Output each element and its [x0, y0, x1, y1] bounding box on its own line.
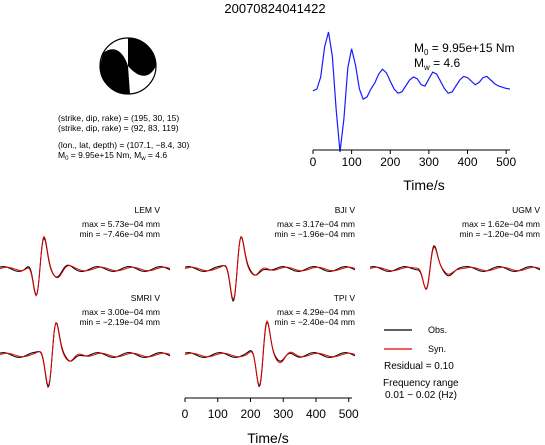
- frequency-range-label: Frequency range: [383, 378, 459, 389]
- event-location: (lon., lat, depth) = (107.1, −8.4, 30): [58, 140, 190, 150]
- station-name: TPI V: [334, 293, 356, 303]
- source-time-function-line: [312, 31, 511, 153]
- legend: Obs. Syn. Residual = 0.10 Frequency rang…: [383, 325, 459, 401]
- mechanism-plane-1: (strike, dip, rake) = (195, 30, 15): [58, 113, 179, 123]
- station-min: min = −7.46e−04 mm: [79, 229, 160, 239]
- synthetic-waveform: [369, 246, 541, 291]
- observed-waveform: [184, 235, 356, 303]
- station-max: max = 3.00e−04 mm: [82, 307, 160, 317]
- observed-waveform: [0, 236, 171, 296]
- station-name: UGM V: [512, 205, 540, 215]
- stf-tick-label: 400: [457, 155, 477, 169]
- stf-x-label: Time/s: [403, 177, 444, 193]
- wave-tick-label: 100: [208, 407, 228, 421]
- synthetic-waveform: [0, 235, 171, 297]
- station-name: BJI V: [335, 205, 356, 215]
- wave-tick-label: 300: [273, 407, 293, 421]
- station-min: min = −1.96e−04 mm: [274, 229, 355, 239]
- frequency-range-value: 0.01 − 0.02 (Hz): [385, 390, 457, 401]
- stf-tick-label: 500: [496, 155, 516, 169]
- event-magnitude: M0 = 9.95e+15 Nm, Mw = 4.6: [58, 150, 167, 162]
- station-max: max = 4.29e−04 mm: [277, 307, 355, 317]
- station-name: LEM V: [134, 205, 160, 215]
- residual-label: Residual = 0.10: [384, 361, 454, 372]
- station-max: max = 1.62e−04 mm: [462, 219, 540, 229]
- wave-tick-label: 500: [339, 407, 359, 421]
- station-name: SMRI V: [131, 293, 161, 303]
- station-min: min = −2.19e−04 mm: [79, 317, 160, 327]
- legend-syn-label: Syn.: [428, 344, 446, 354]
- station-min: min = −1.20e−04 mm: [459, 229, 540, 239]
- source-time-function-plot: 0 100 200 300 400 500 M0 = 9.95e+15 Nm Mw = 4…: [310, 31, 516, 193]
- observed-waveform: [369, 244, 541, 290]
- stf-tick-label: 100: [342, 155, 362, 169]
- wave-tick-label: 200: [240, 407, 260, 421]
- beachball-icon: [99, 37, 157, 95]
- station-max: max = 3.17e−04 mm: [277, 219, 355, 229]
- stf-moment: M0 = 9.95e+15 Nm: [414, 41, 515, 57]
- stf-magnitude: Mw = 4.6: [414, 56, 460, 72]
- observed-waveform: [0, 321, 171, 389]
- synthetic-waveform: [184, 236, 356, 301]
- wave-tick-label: 400: [306, 407, 326, 421]
- stf-tick-label: 0: [310, 155, 317, 169]
- figure-title: 20070824041422: [224, 1, 325, 16]
- station-max: max = 5.73e−04 mm: [82, 219, 160, 229]
- legend-obs-label: Obs.: [428, 325, 447, 335]
- wave-tick-label: 0: [182, 407, 189, 421]
- synthetic-waveform: [184, 319, 356, 387]
- mechanism-plane-2: (strike, dip, rake) = (92, 83, 119): [58, 123, 179, 133]
- stf-tick-label: 300: [419, 155, 439, 169]
- wave-x-label: Time/s: [247, 430, 288, 445]
- synthetic-waveform: [0, 322, 171, 387]
- station-min: min = −2.40e−04 mm: [274, 317, 355, 327]
- stf-tick-label: 200: [380, 155, 400, 169]
